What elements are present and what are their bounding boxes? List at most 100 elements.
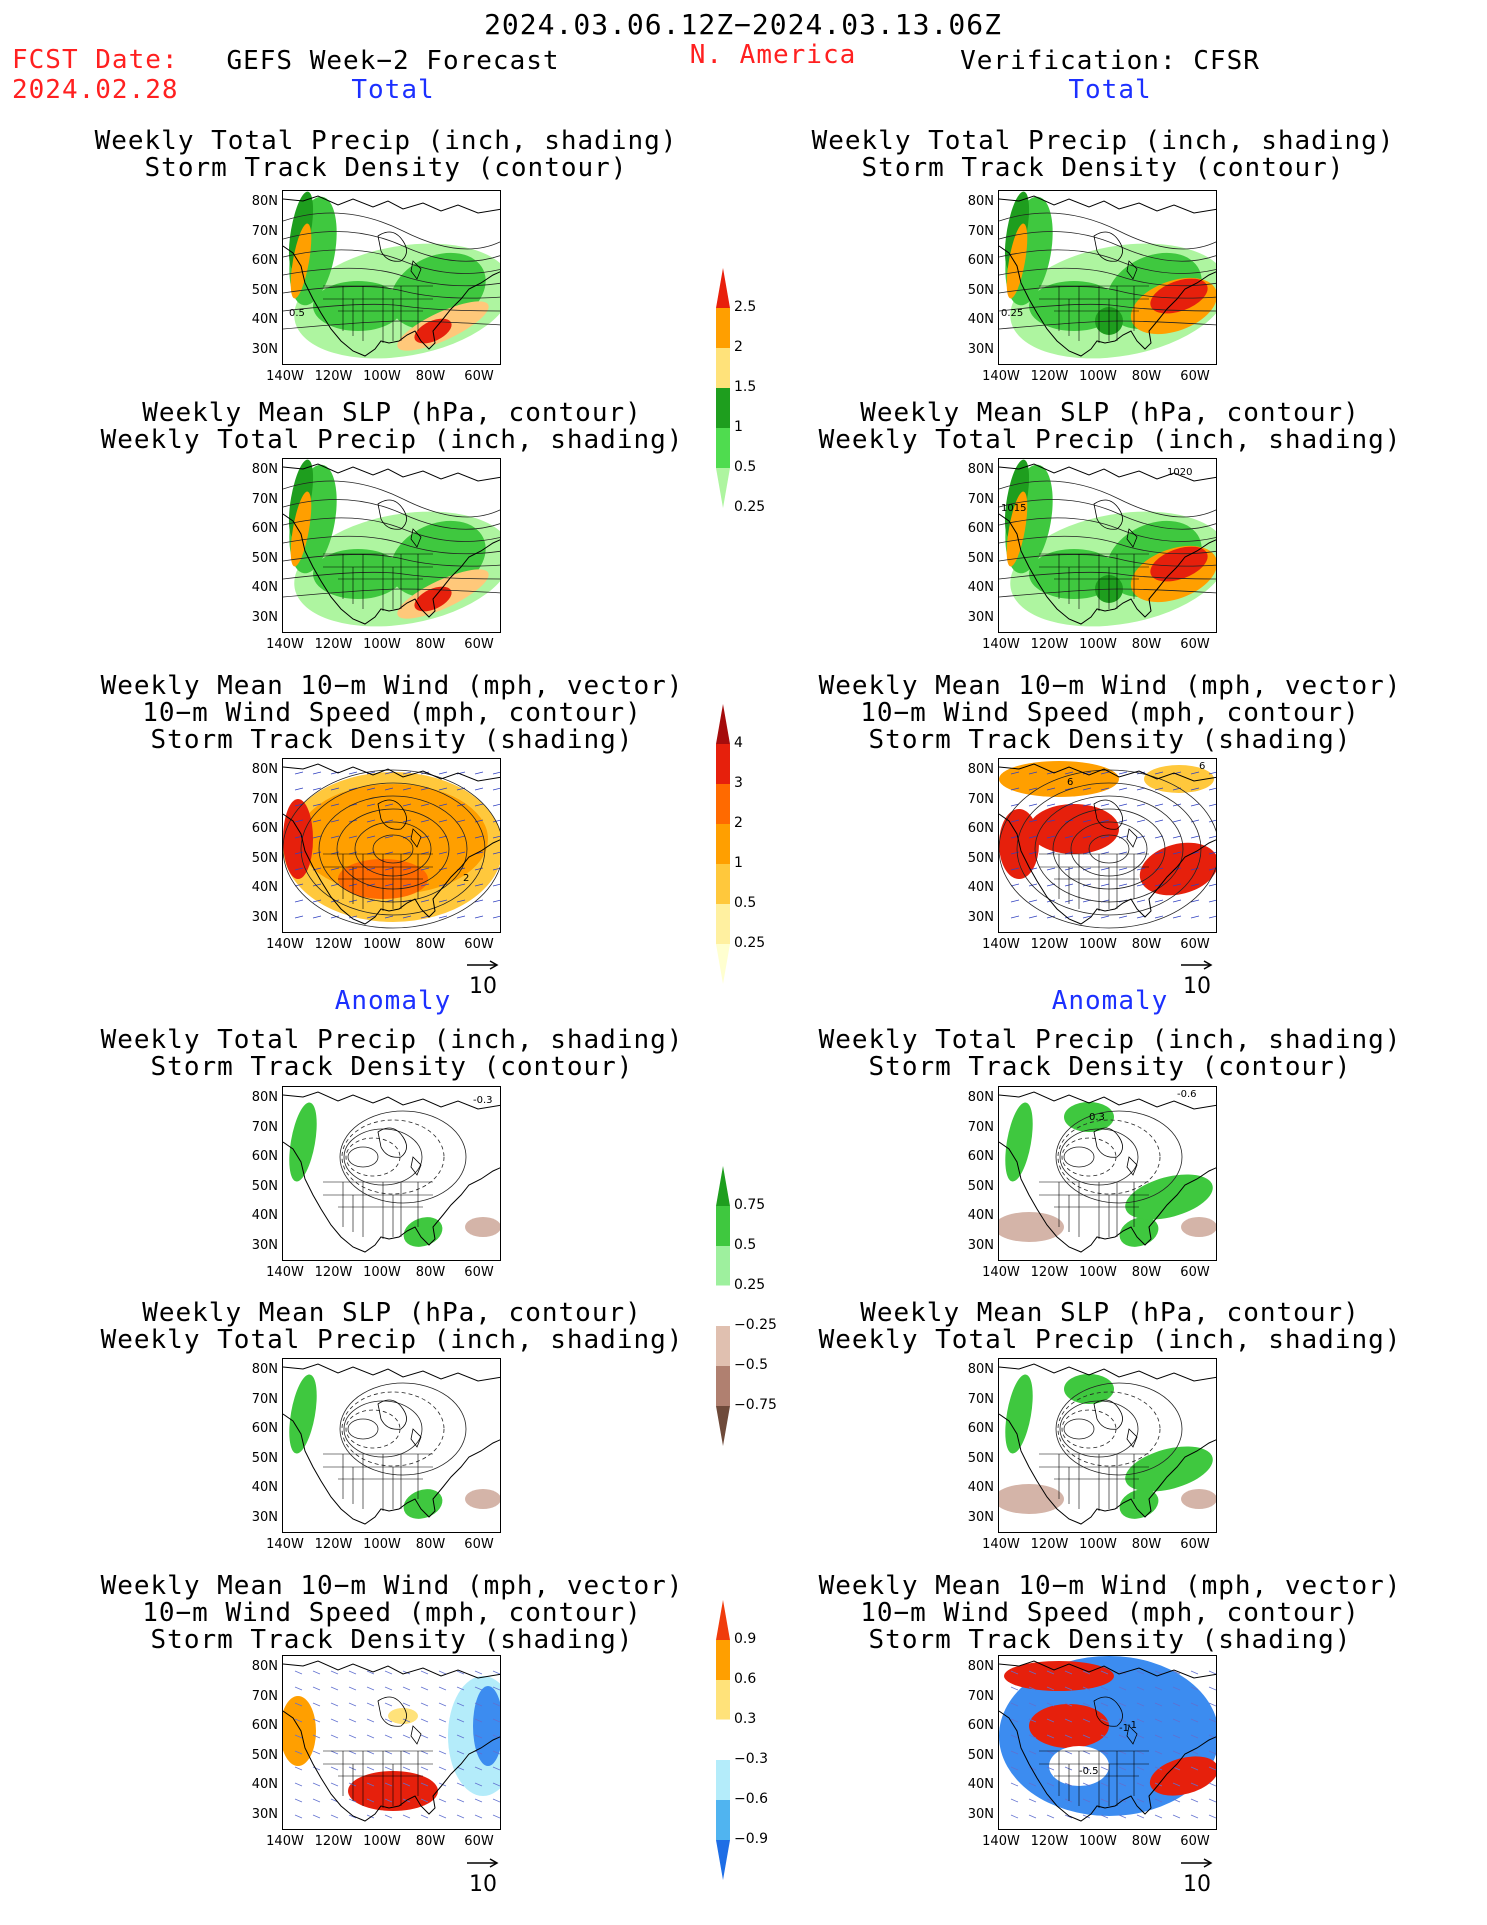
wind-vector [1136,1734,1145,1739]
wind-vector [1082,915,1092,919]
wind-vector [348,1718,357,1723]
colorbar-label: 2 [734,815,743,831]
lon-tick-label: 60W [1180,1537,1210,1552]
wind-vector [456,1718,465,1723]
wind-vector [1046,899,1056,903]
wind-vector [474,771,484,775]
state-borders [1039,1453,1149,1511]
colorbar-segment [716,1366,730,1406]
wind-vector [384,1814,393,1819]
wind-vector [330,867,340,871]
contour-line [999,554,1216,567]
wind-vector [294,771,304,775]
coastline [999,1363,1216,1525]
anom-precip-east [1119,1489,1159,1519]
lat-tick-label: 70N [251,791,278,807]
wind-vector [1136,899,1146,903]
wind-vector [330,1734,339,1739]
wind-vector [1118,1782,1127,1787]
wind-vector [1190,1718,1199,1723]
wind-vector [1010,1782,1019,1787]
wind-vector [1208,883,1216,887]
anom-weak-east-core [473,1686,500,1766]
great-lakes [1093,799,1138,848]
colorbar-label: 0.9 [734,1631,757,1647]
wind-vector [1046,1814,1055,1819]
colorbar-segment [716,1166,730,1206]
lat-tick-label: 30N [967,1806,994,1822]
lat-tick-label: 60N [967,1421,994,1436]
wind-vector [312,1814,321,1819]
wind-vector [402,915,412,919]
wind-vector [384,771,394,775]
wind-vector [1118,867,1128,871]
lat-tick-label: 70N [967,791,994,807]
wind-vector [492,787,500,791]
wind-vector [1100,1670,1109,1675]
wind-vector [492,1814,500,1819]
map-canvas: 0.25 [999,191,1216,359]
great-lakes [1093,231,1138,280]
lat-tick-label: 50N [251,550,278,566]
wind-vector [294,883,304,887]
wind-vector [1028,787,1038,791]
wind-vector [348,1670,357,1675]
colorbar-label: −0.5 [734,1357,768,1373]
contour-label: -0.3 [473,1095,493,1106]
lon-tick-label: 60W [464,637,494,652]
lat-tick-label: 80N [967,1659,994,1674]
lat-tick-label: 70N [967,223,994,239]
coastline [283,1091,500,1253]
lat-tick-label: 80N [967,1090,994,1105]
contour-label: -1 [1127,1720,1137,1731]
wind-vector [1028,1670,1037,1675]
lat-tick-label: 30N [251,341,278,357]
contour-line [1059,1400,1139,1458]
wind-vector [1118,787,1128,791]
contour-line [339,1382,467,1476]
wind-vector [330,1702,339,1707]
colorbar-label: 0.6 [734,1671,757,1687]
contour-label: 0.5 [289,308,305,319]
anom-precip-west [289,1102,317,1182]
wind-vector [438,1670,447,1675]
wind-vector [312,787,322,791]
wind-vector [1082,819,1092,823]
lon-tick-label: 80W [415,369,446,384]
map-verif-slp-total: 1020 1015 [998,458,1217,633]
wind-vector [330,1686,339,1691]
contour-line [999,303,1216,312]
wind-vector [1190,883,1200,887]
colorbar-storm-total [716,704,796,992]
wind-vector [1028,1798,1037,1803]
lon-tick-label: 80W [415,1834,446,1849]
wind-vector [492,1670,500,1675]
wind-vector [330,1782,339,1787]
wind-vector [402,1734,411,1739]
wind-vector [1046,787,1056,791]
colorbar-label: 1.5 [734,379,757,395]
wind-vector [294,787,304,791]
wind-vector [1100,1686,1109,1691]
lat-tick-label: 30N [251,1806,278,1822]
colorbar-canvas [716,268,730,508]
colorbar-canvas [715,1166,731,1446]
wind-vector [1064,1686,1073,1691]
contour-line [1063,1146,1095,1168]
lat-tick-label: 70N [967,1688,994,1704]
wind-vector [330,915,340,919]
wind-vector [1172,1814,1181,1819]
wind-vector [402,883,412,887]
wind-vector [456,899,466,903]
wind-vector [1190,1782,1199,1787]
wind-vector [492,1766,500,1771]
wind-vector [1208,1686,1216,1691]
wind-vector [1136,1750,1145,1755]
wind-vector [1154,915,1164,919]
wind-vector [420,883,430,887]
colorbar-segment [716,1326,730,1366]
great-lakes [377,499,422,548]
lon-tick-label: 80W [415,637,446,652]
wind-vector [1046,1750,1055,1755]
date-range: 2024.03.06.12Z−2024.03.13.06Z [484,8,1002,41]
